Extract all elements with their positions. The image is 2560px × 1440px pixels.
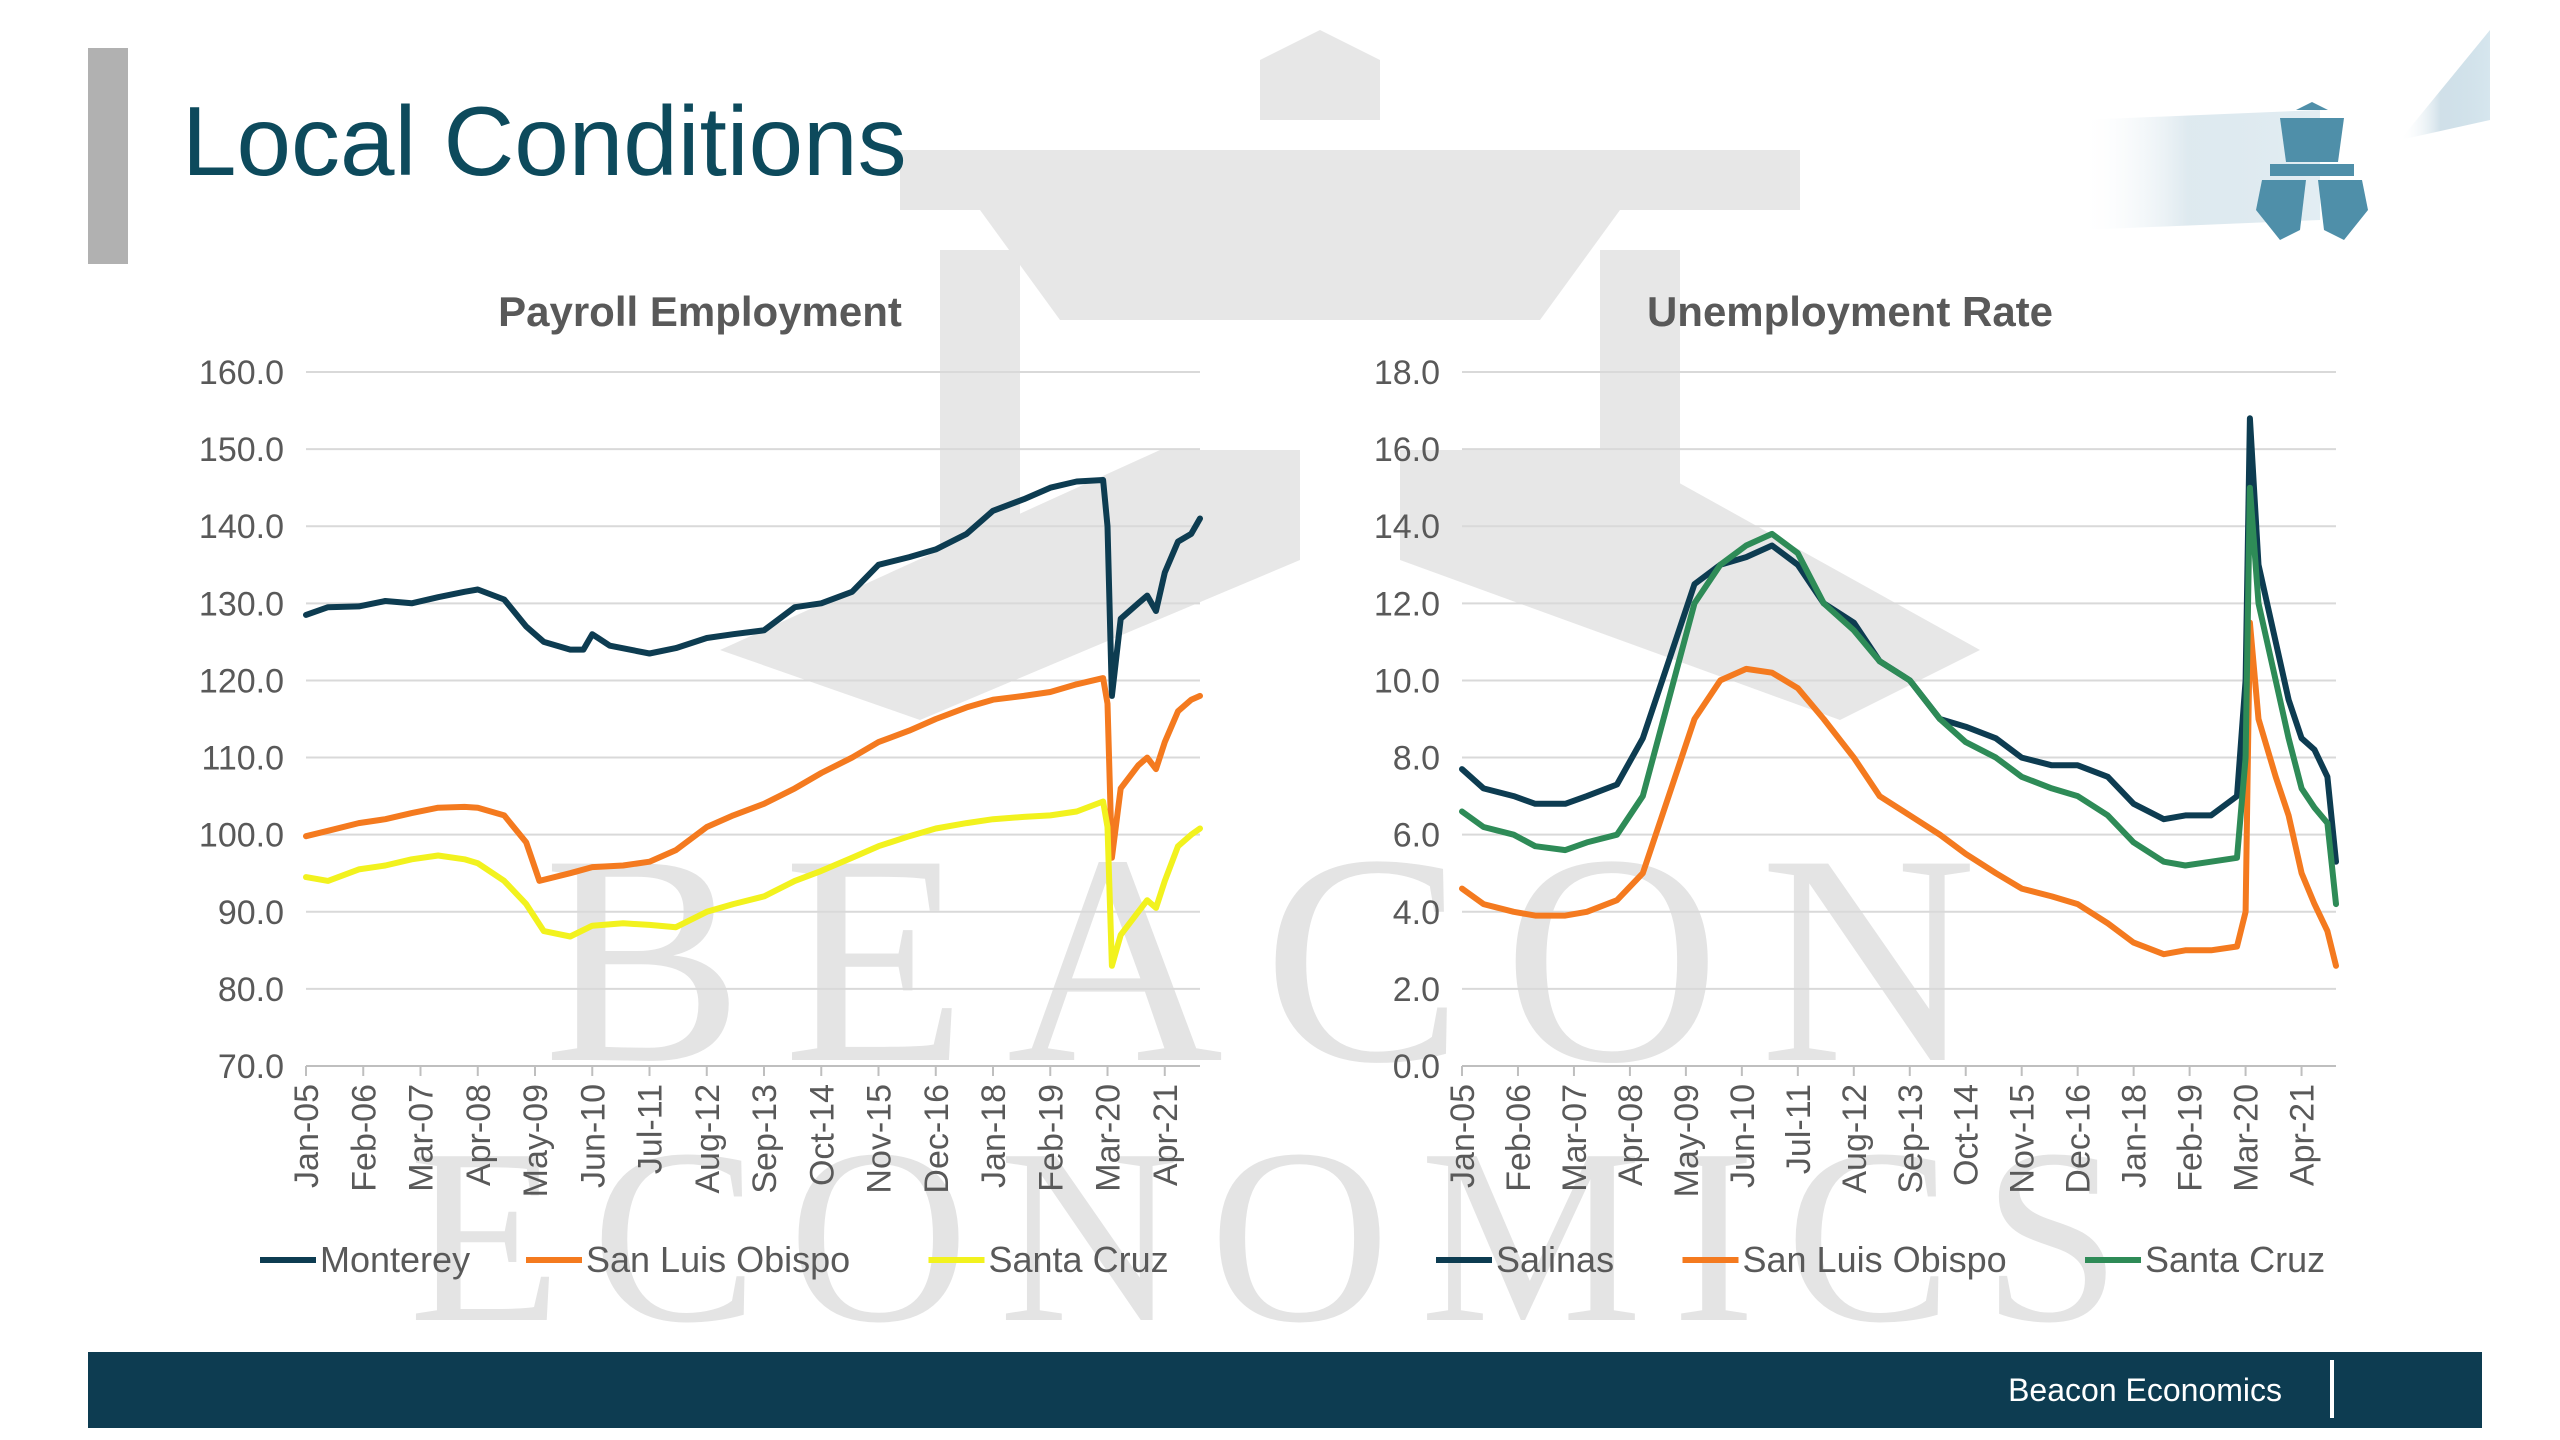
footer-divider xyxy=(2330,1360,2334,1418)
x-tick-label: Jan-18 xyxy=(2116,1084,2154,1188)
x-tick-label: Dec-16 xyxy=(2060,1084,2098,1194)
x-tick-label: Oct-14 xyxy=(803,1084,841,1186)
legend-label: Salinas xyxy=(1496,1239,1614,1280)
series-line-san-luis-obispo xyxy=(1459,619,2339,969)
x-tick-label: May-09 xyxy=(517,1084,555,1197)
x-tick-label: Feb-06 xyxy=(345,1084,383,1192)
x-tick-label: Apr-08 xyxy=(460,1084,498,1186)
watermark-beacon: BEACON xyxy=(543,793,2016,1125)
y-tick-label: 130.0 xyxy=(199,585,284,623)
x-tick-label: Nov-15 xyxy=(861,1084,899,1194)
x-tick-label: Mar-20 xyxy=(1090,1084,1128,1192)
y-tick-label: 8.0 xyxy=(1393,740,1440,778)
series-line-santa-cruz xyxy=(1459,484,2339,908)
y-tick-label: 90.0 xyxy=(218,894,284,932)
legend-label: Monterey xyxy=(320,1239,470,1280)
x-tick-label: Jul-11 xyxy=(632,1084,670,1174)
x-tick-label: Nov-15 xyxy=(2004,1084,2042,1194)
title-accent-bar xyxy=(88,48,128,264)
x-tick-label: Aug-12 xyxy=(689,1084,727,1194)
x-tick-label: May-09 xyxy=(1668,1084,1706,1197)
x-tick-label: Jun-10 xyxy=(1724,1084,1762,1188)
payroll-chart-title: Payroll Employment xyxy=(498,288,902,335)
y-tick-label: 120.0 xyxy=(199,662,284,700)
y-tick-label: 2.0 xyxy=(1393,971,1440,1009)
x-tick-label: Apr-21 xyxy=(1147,1084,1185,1186)
series-line-salinas xyxy=(1459,415,2339,865)
x-tick-label: Jan-18 xyxy=(975,1084,1013,1188)
x-tick-label: Jul-11 xyxy=(1780,1084,1818,1174)
y-tick-label: 100.0 xyxy=(199,817,284,855)
y-tick-label: 18.0 xyxy=(1374,354,1440,392)
y-tick-label: 160.0 xyxy=(199,354,284,392)
y-tick-label: 4.0 xyxy=(1393,894,1440,932)
y-tick-label: 80.0 xyxy=(218,971,284,1009)
unemployment-chart-title: Unemployment Rate xyxy=(1646,288,2054,335)
series-line-santa-cruz xyxy=(303,798,1203,969)
x-tick-label: Sep-13 xyxy=(1892,1084,1930,1194)
x-tick-label: Dec-16 xyxy=(918,1084,956,1194)
y-tick-label: 110.0 xyxy=(201,740,284,778)
watermark-economics: ECONOMICS xyxy=(409,1098,2151,1375)
x-tick-label: Feb-19 xyxy=(1032,1084,1070,1192)
x-tick-label: Apr-08 xyxy=(1612,1084,1650,1186)
legend-label: Santa Cruz xyxy=(989,1239,1169,1280)
page-title: Local Conditions xyxy=(182,86,907,196)
series-line-monterey xyxy=(303,477,1203,699)
lighthouse-logo-icon xyxy=(2080,30,2490,240)
x-tick-label: Jan-05 xyxy=(1444,1084,1482,1188)
x-tick-label: Mar-20 xyxy=(2228,1084,2266,1192)
y-tick-label: 16.0 xyxy=(1374,431,1440,469)
y-tick-label: 10.0 xyxy=(1374,662,1440,700)
legend-label: San Luis Obispo xyxy=(1743,1239,2007,1280)
x-tick-label: Feb-06 xyxy=(1500,1084,1538,1192)
legend-label: Santa Cruz xyxy=(2145,1239,2325,1280)
x-tick-label: Feb-19 xyxy=(2172,1084,2210,1192)
x-tick-label: Apr-21 xyxy=(2284,1084,2322,1186)
legend-label: San Luis Obispo xyxy=(586,1239,850,1280)
series-line-san-luis-obispo xyxy=(303,675,1203,884)
x-tick-label: Jan-05 xyxy=(288,1084,326,1188)
y-tick-label: 0.0 xyxy=(1393,1048,1440,1086)
y-tick-label: 12.0 xyxy=(1374,585,1440,623)
x-tick-label: Mar-07 xyxy=(1556,1084,1594,1192)
x-tick-label: Aug-12 xyxy=(1836,1084,1874,1194)
x-tick-label: Jun-10 xyxy=(574,1084,612,1188)
y-tick-label: 6.0 xyxy=(1393,817,1440,855)
footer-bar: Beacon Economics xyxy=(88,1352,2482,1428)
x-tick-label: Sep-13 xyxy=(746,1084,784,1194)
y-tick-label: 70.0 xyxy=(218,1048,284,1086)
y-tick-label: 140.0 xyxy=(199,508,284,546)
x-tick-label: Mar-07 xyxy=(403,1084,441,1192)
x-tick-label: Oct-14 xyxy=(1948,1084,1986,1186)
y-tick-label: 150.0 xyxy=(199,431,284,469)
footer-brand: Beacon Economics xyxy=(2008,1372,2282,1408)
y-tick-label: 14.0 xyxy=(1374,508,1440,546)
